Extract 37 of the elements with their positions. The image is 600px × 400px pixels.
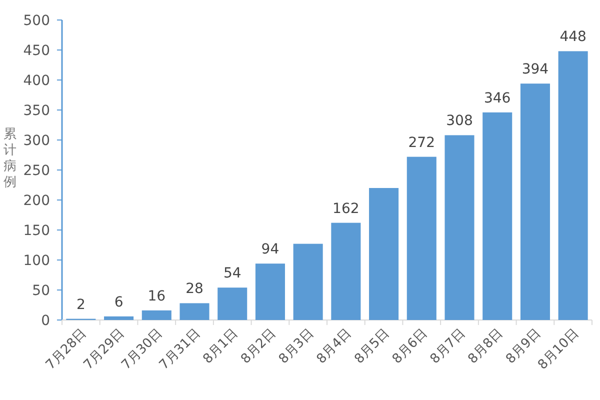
y-tick-label: 50 <box>32 283 50 299</box>
data-label: 272 <box>408 134 436 151</box>
y-tick-label: 150 <box>23 223 50 239</box>
bar <box>180 303 210 320</box>
y-tick-label: 450 <box>23 43 50 59</box>
data-label: 28 <box>186 281 204 298</box>
y-axis-title: 累计病例 <box>4 127 16 190</box>
bar <box>406 156 436 320</box>
bar <box>520 84 550 320</box>
bar <box>369 188 399 320</box>
y-tick-label: 300 <box>23 133 50 149</box>
data-label: 448 <box>560 29 586 46</box>
data-label: 346 <box>484 90 511 106</box>
bar <box>218 288 248 320</box>
data-label: 16 <box>148 288 166 304</box>
data-label: 2 <box>76 296 86 313</box>
y-tick-label: 350 <box>23 103 50 119</box>
data-label: 94 <box>261 242 280 258</box>
y-tick-label: 200 <box>23 193 50 209</box>
y-tick-label: 500 <box>23 13 50 29</box>
y-tick-label: 400 <box>23 73 50 89</box>
bar <box>331 222 361 320</box>
data-label: 162 <box>332 200 360 217</box>
data-label: 308 <box>446 113 473 130</box>
bar <box>293 244 323 320</box>
data-label: 394 <box>522 62 549 78</box>
bar <box>558 51 588 320</box>
y-tick-label: 0 <box>41 313 50 329</box>
bar <box>255 264 285 320</box>
bar <box>142 310 172 320</box>
y-tick-label: 100 <box>23 253 50 269</box>
bar <box>104 316 134 320</box>
bar <box>444 135 474 320</box>
bar <box>482 112 512 320</box>
data-label: 6 <box>114 294 124 310</box>
data-label: 54 <box>223 266 242 282</box>
y-tick-label: 250 <box>23 163 50 179</box>
